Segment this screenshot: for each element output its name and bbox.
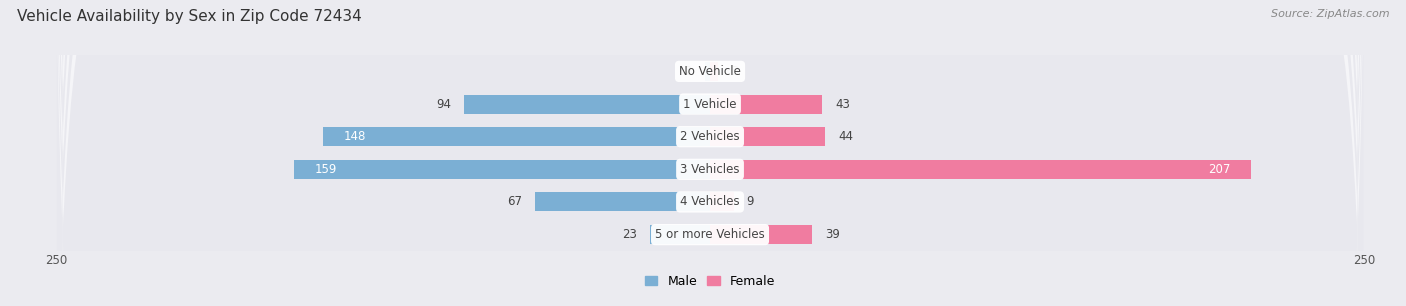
FancyBboxPatch shape: [56, 0, 1364, 306]
Text: 67: 67: [506, 196, 522, 208]
FancyBboxPatch shape: [56, 0, 1364, 306]
Legend: Male, Female: Male, Female: [645, 275, 775, 288]
Text: Vehicle Availability by Sex in Zip Code 72434: Vehicle Availability by Sex in Zip Code …: [17, 9, 361, 24]
Text: 207: 207: [1208, 163, 1230, 176]
Text: No Vehicle: No Vehicle: [679, 65, 741, 78]
Bar: [710, 225, 813, 244]
Bar: [710, 95, 823, 114]
Bar: [534, 192, 710, 211]
Bar: [710, 62, 718, 81]
Text: 3 Vehicles: 3 Vehicles: [681, 163, 740, 176]
Text: 94: 94: [436, 98, 451, 110]
Text: 9: 9: [747, 196, 754, 208]
Text: 43: 43: [835, 98, 851, 110]
Text: 23: 23: [621, 228, 637, 241]
Text: Source: ZipAtlas.com: Source: ZipAtlas.com: [1271, 9, 1389, 19]
Bar: [464, 95, 710, 114]
FancyBboxPatch shape: [56, 0, 1364, 306]
Text: 4 Vehicles: 4 Vehicles: [681, 196, 740, 208]
Bar: [710, 127, 825, 146]
Text: 159: 159: [315, 163, 337, 176]
Text: 5 or more Vehicles: 5 or more Vehicles: [655, 228, 765, 241]
FancyBboxPatch shape: [56, 0, 1364, 306]
Bar: [704, 62, 710, 81]
Bar: [710, 160, 1251, 179]
Bar: [323, 127, 710, 146]
FancyBboxPatch shape: [56, 0, 1364, 306]
Text: 39: 39: [825, 228, 839, 241]
FancyBboxPatch shape: [56, 0, 1364, 306]
Text: 3: 3: [731, 65, 738, 78]
Text: 2: 2: [685, 65, 692, 78]
Text: 148: 148: [344, 130, 367, 143]
Bar: [710, 192, 734, 211]
Text: 44: 44: [838, 130, 853, 143]
Text: 2 Vehicles: 2 Vehicles: [681, 130, 740, 143]
Bar: [650, 225, 710, 244]
Text: 1 Vehicle: 1 Vehicle: [683, 98, 737, 110]
Bar: [294, 160, 710, 179]
